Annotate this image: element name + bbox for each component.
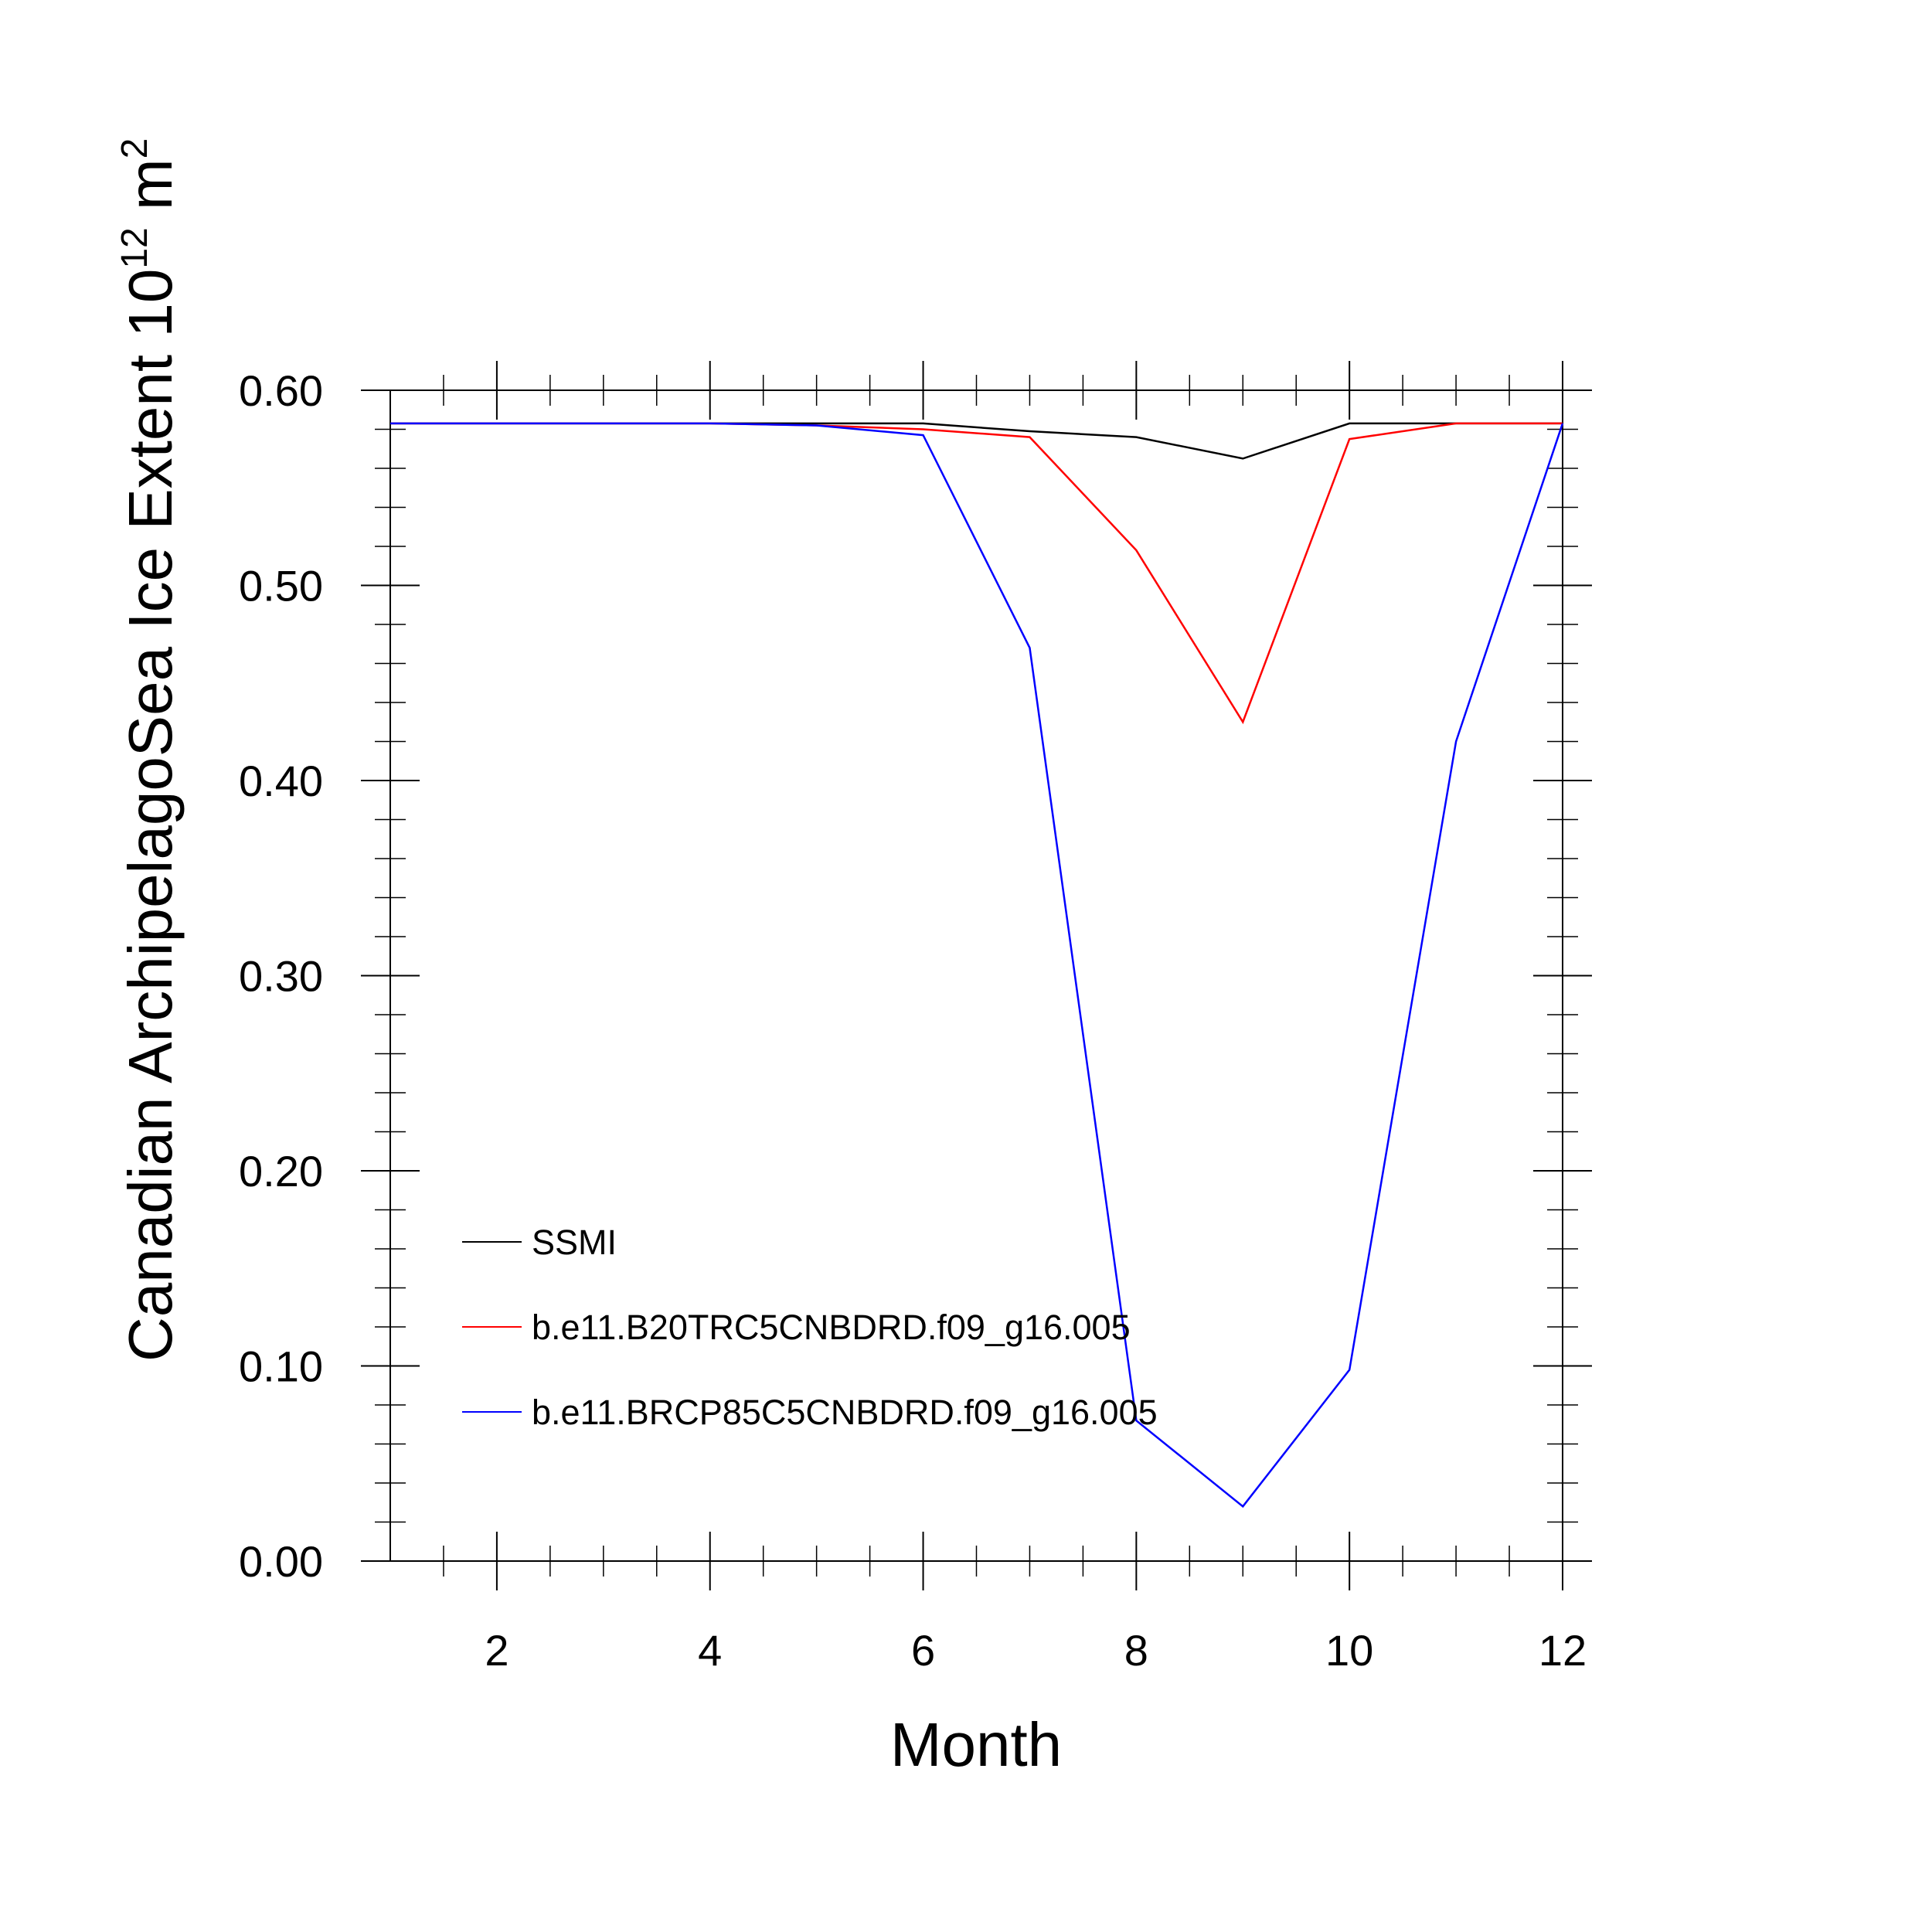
y-tick-labels: 0.00 0.10 0.20 0.30 0.40 0.50 0.60 bbox=[239, 366, 323, 1586]
x-axis-title: Month bbox=[890, 1710, 1062, 1779]
y-axis-title-unit-exponent: 2 bbox=[114, 138, 155, 159]
x-tick-label: 4 bbox=[698, 1626, 722, 1675]
series-lines bbox=[390, 422, 1564, 1509]
y-tick-label: 0.60 bbox=[239, 366, 323, 415]
legend-item-ssmi: SSMI bbox=[462, 1223, 617, 1262]
y-axis-title-main: Canadian ArchipelagoSea Ice Extent 10 bbox=[116, 269, 185, 1362]
series-line-1 bbox=[390, 422, 1563, 725]
x-tick-label: 8 bbox=[1124, 1626, 1148, 1675]
y-tick-label: 0.20 bbox=[239, 1147, 323, 1196]
legend-item-rcp85: b.e11.BRCP85C5CNBDRD.f09_g16.005 bbox=[462, 1393, 1158, 1432]
legend-label-historical: b.e11.B20TRC5CNBDRD.f09_g16.005 bbox=[532, 1308, 1131, 1347]
y-tick-label: 0.40 bbox=[239, 757, 323, 805]
major-ticks bbox=[361, 361, 1592, 1590]
legend-label-rcp85: b.e11.BRCP85C5CNBDRD.f09_g16.005 bbox=[532, 1393, 1158, 1432]
y-tick-label: 0.30 bbox=[239, 952, 323, 1001]
x-tick-label: 2 bbox=[485, 1626, 509, 1675]
x-tick-labels: 2 4 6 8 10 12 bbox=[485, 1626, 1587, 1675]
y-axis-title: Canadian ArchipelagoSea Ice Extent 1012 … bbox=[114, 138, 185, 1362]
plot-frame bbox=[389, 389, 1563, 1562]
x-tick-label: 10 bbox=[1325, 1626, 1373, 1675]
legend-label-ssmi: SSMI bbox=[532, 1223, 617, 1262]
y-axis-title-exponent: 12 bbox=[114, 227, 155, 268]
minor-ticks bbox=[375, 375, 1578, 1577]
x-tick-label: 6 bbox=[911, 1626, 935, 1675]
legend-item-historical: b.e11.B20TRC5CNBDRD.f09_g16.005 bbox=[462, 1308, 1131, 1347]
y-tick-label: 0.50 bbox=[239, 562, 323, 611]
y-tick-label: 0.10 bbox=[239, 1342, 323, 1391]
legend: SSMI b.e11.B20TRC5CNBDRD.f09_g16.005 b.e… bbox=[462, 1223, 1158, 1432]
y-tick-label: 0.00 bbox=[239, 1537, 323, 1586]
y-axis-title-unit: m bbox=[116, 158, 185, 227]
series-line-2 bbox=[390, 422, 1564, 1509]
x-tick-label: 12 bbox=[1539, 1626, 1587, 1675]
series-line-0 bbox=[390, 422, 1563, 460]
